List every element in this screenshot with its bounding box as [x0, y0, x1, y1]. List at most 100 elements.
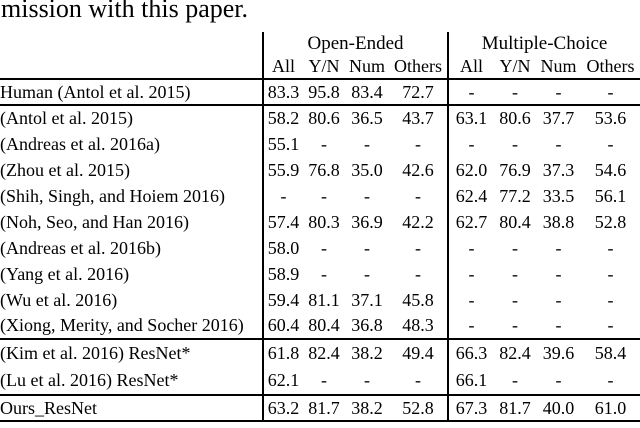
- row-label: Human (Antol et al. 2015): [0, 79, 263, 106]
- row-label: (Antol et al. 2015): [0, 108, 133, 128]
- score-cell: -: [364, 263, 370, 284]
- score-cell: 61.8: [262, 339, 303, 367]
- score-cell: 77.2: [499, 185, 531, 206]
- score-cell: 58.2: [262, 105, 303, 131]
- table-row: (Lu et al. 2016) ResNet* 62.1 - - - 66.1…: [0, 367, 640, 396]
- score-cell: 76.9: [499, 159, 531, 180]
- score-cell: -: [581, 313, 640, 340]
- score-cell: 43.7: [402, 108, 434, 128]
- score-cell: 61.0: [581, 395, 640, 422]
- score-cell: 39.6: [542, 343, 575, 363]
- score-cell: 36.9: [351, 211, 383, 232]
- score-cell: -: [555, 237, 562, 258]
- score-cell: 38.2: [351, 343, 383, 363]
- score-cell: 67.3: [447, 395, 495, 422]
- score-cell: -: [321, 133, 327, 154]
- score-cell: -: [262, 183, 303, 209]
- score-cell: 60.4: [262, 313, 303, 340]
- row-label: (Andreas et al. 2016a): [0, 133, 160, 154]
- score-cell: 48.3: [389, 313, 449, 340]
- score-cell: 66.1: [447, 367, 495, 396]
- score-cell: -: [555, 263, 562, 284]
- score-cell: 52.8: [594, 211, 627, 232]
- score-cell: 80.6: [308, 108, 340, 128]
- score-cell: 37.7: [542, 108, 575, 128]
- score-cell: 52.8: [389, 395, 449, 422]
- score-cell: 57.4: [262, 209, 303, 235]
- score-cell: 66.3: [447, 339, 495, 367]
- subheader-mc-yn: Y/N: [494, 55, 537, 80]
- score-cell: 62.7: [447, 209, 495, 235]
- score-cell: 63.2: [262, 395, 303, 422]
- score-cell: -: [512, 289, 519, 310]
- score-cell: -: [364, 133, 370, 154]
- score-cell: -: [512, 133, 519, 154]
- score-cell: -: [345, 367, 389, 396]
- group-header-row: Open-Ended Multiple-Choice: [0, 32, 640, 55]
- score-cell: -: [536, 79, 582, 106]
- score-cell: 36.5: [351, 108, 383, 128]
- score-cell: 36.8: [345, 313, 389, 340]
- score-cell: 54.6: [594, 159, 627, 180]
- score-cell: 45.8: [402, 289, 434, 310]
- table-row: Ours_ResNet 63.2 81.7 38.2 52.8 67.3 81.…: [0, 395, 640, 422]
- score-cell: 83.4: [345, 79, 389, 106]
- score-cell: -: [364, 237, 370, 258]
- subheader-oe-num: Num: [345, 55, 389, 80]
- row-label: (Shih, Singh, and Hoiem 2016): [0, 185, 225, 206]
- score-cell: 38.8: [542, 211, 575, 232]
- score-cell: -: [607, 263, 614, 284]
- row-label: (Wu et al. 2016): [0, 289, 118, 310]
- score-cell: 33.5: [542, 185, 575, 206]
- score-cell: -: [512, 263, 519, 284]
- score-cell: 82.4: [499, 343, 531, 363]
- row-label: (Noh, Seo, and Han 2016): [0, 211, 189, 232]
- score-cell: -: [447, 79, 495, 106]
- table-row: (Andreas et al. 2016a) 55.1 - - - - - - …: [0, 131, 640, 157]
- score-cell: -: [321, 185, 327, 206]
- score-cell: -: [494, 367, 537, 396]
- subheader-oe-others: Others: [389, 55, 449, 80]
- table-row: (Xiong, Merity, and Socher 2016) 60.4 80…: [0, 313, 640, 340]
- table-row: (Yang et al. 2016) 58.9 - - - - - - -: [0, 261, 640, 287]
- row-label: (Zhou et al. 2015): [0, 159, 130, 180]
- score-cell: 63.1: [447, 105, 495, 131]
- score-cell: -: [447, 313, 495, 340]
- score-cell: 80.6: [499, 108, 531, 128]
- score-cell: 95.8: [303, 79, 345, 106]
- score-cell: -: [607, 289, 614, 310]
- table-row: (Noh, Seo, and Han 2016) 57.4 80.3 36.9 …: [0, 209, 640, 235]
- score-cell: -: [321, 237, 327, 258]
- score-cell: -: [494, 79, 537, 106]
- score-cell: -: [303, 367, 345, 396]
- score-cell: 82.4: [308, 343, 340, 363]
- subheader-oe-yn: Y/N: [303, 55, 345, 80]
- score-cell: 55.9: [262, 157, 303, 183]
- row-label: (Lu et al. 2016) ResNet*: [0, 367, 263, 396]
- score-cell: -: [389, 367, 449, 396]
- score-cell: -: [415, 185, 422, 206]
- group-header-open-ended: Open-Ended: [261, 32, 449, 55]
- corner-cell: [0, 55, 263, 80]
- score-cell: 72.7: [389, 79, 449, 106]
- row-label: Ours_ResNet: [0, 395, 263, 422]
- score-cell: -: [536, 313, 582, 340]
- score-cell: 76.8: [308, 159, 340, 180]
- score-cell: 56.1: [594, 185, 627, 206]
- score-cell: 62.1: [262, 367, 303, 396]
- table-row: (Zhou et al. 2015) 55.9 76.8 35.0 42.6 6…: [0, 157, 640, 183]
- row-label: (Kim et al. 2016) ResNet*: [0, 343, 191, 363]
- score-cell: 37.1: [351, 289, 383, 310]
- score-cell: 49.4: [402, 343, 434, 363]
- score-cell: -: [555, 133, 562, 154]
- score-cell: 62.4: [447, 183, 495, 209]
- score-cell: -: [415, 237, 422, 258]
- score-cell: -: [494, 313, 537, 340]
- score-cell: 81.7: [303, 395, 345, 422]
- score-cell: 59.4: [262, 287, 303, 313]
- subheader-mc-all: All: [447, 55, 495, 80]
- score-cell: 58.9: [262, 261, 303, 287]
- score-cell: 53.6: [594, 108, 627, 128]
- score-cell: -: [447, 235, 495, 261]
